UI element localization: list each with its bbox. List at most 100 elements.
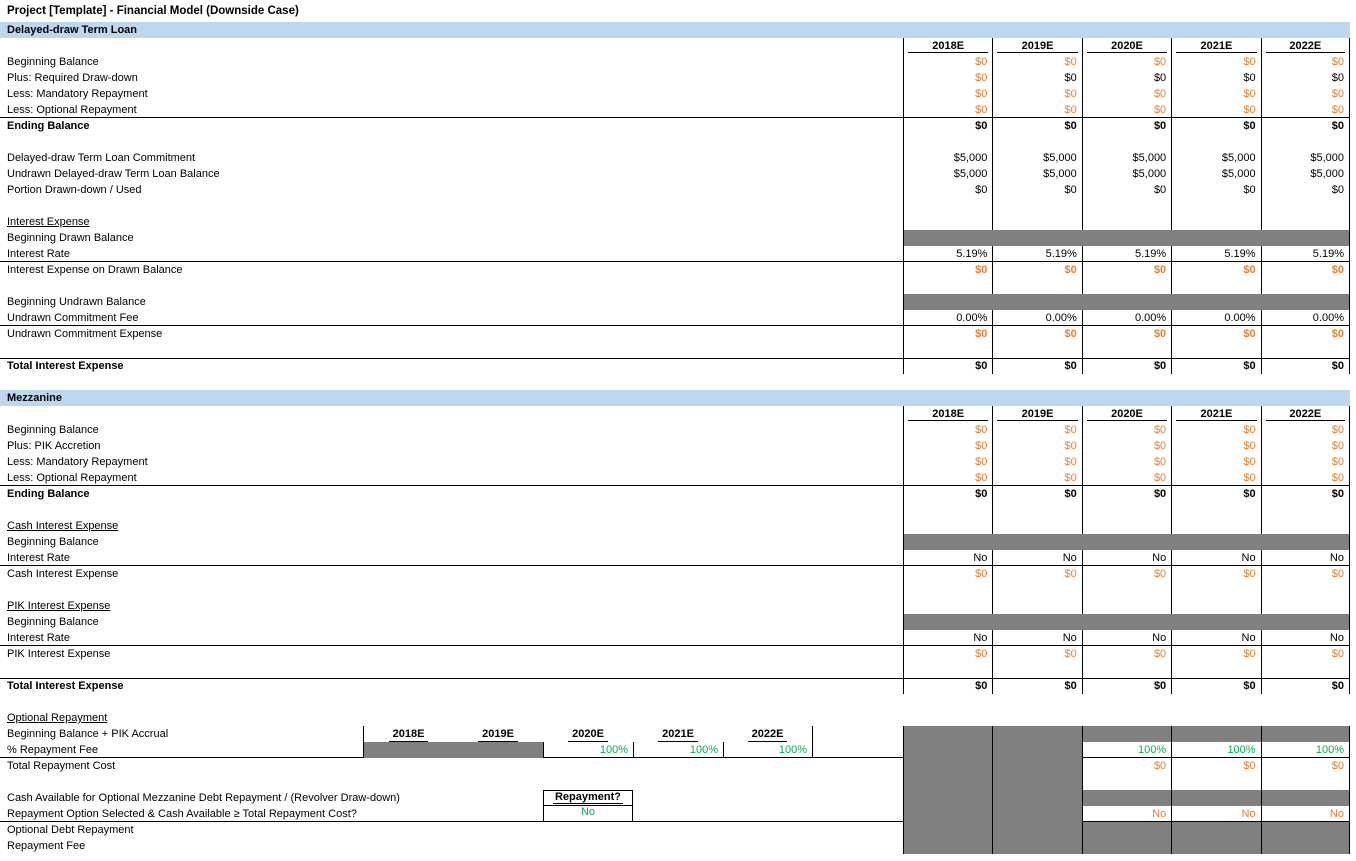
value-cell[interactable]: $0 — [1260, 470, 1350, 486]
value-cell[interactable]: $0 — [1171, 118, 1260, 134]
value-cell[interactable]: 100% — [633, 742, 723, 758]
value-cell[interactable]: $0 — [1081, 182, 1171, 198]
value-cell[interactable]: $0 — [1260, 70, 1350, 86]
value-cell[interactable]: $0 — [1171, 486, 1260, 502]
value-cell[interactable]: $0 — [1260, 438, 1350, 454]
value-cell[interactable]: No — [1171, 630, 1260, 646]
value-cell[interactable]: $5,000 — [1081, 166, 1171, 182]
value-cell[interactable]: $0 — [1171, 422, 1260, 438]
value-cell[interactable]: No — [1081, 806, 1171, 822]
value-cell[interactable]: $0 — [1171, 678, 1260, 694]
value-cell[interactable]: $0 — [903, 678, 992, 694]
value-cell[interactable]: $0 — [992, 54, 1081, 70]
value-cell[interactable]: 5.19% — [1081, 246, 1171, 262]
value-cell[interactable]: $0 — [1081, 566, 1171, 582]
value-cell[interactable]: $5,000 — [992, 166, 1081, 182]
value-cell[interactable]: $0 — [1081, 438, 1171, 454]
value-cell[interactable]: No — [1081, 550, 1171, 566]
value-cell[interactable]: $0 — [1081, 86, 1171, 102]
value-cell[interactable]: 5.19% — [1171, 246, 1260, 262]
value-cell[interactable]: $0 — [903, 438, 992, 454]
value-cell[interactable]: $5,000 — [1081, 150, 1171, 166]
value-cell[interactable]: $0 — [903, 326, 992, 342]
value-cell[interactable]: $5,000 — [903, 150, 992, 166]
value-cell[interactable]: $0 — [1171, 566, 1260, 582]
value-cell[interactable]: $0 — [992, 182, 1081, 198]
value-cell[interactable]: 100% — [1081, 742, 1171, 758]
value-cell[interactable]: $0 — [1081, 54, 1171, 70]
value-cell[interactable]: No — [1260, 550, 1350, 566]
value-cell[interactable]: $0 — [903, 422, 992, 438]
value-cell[interactable]: $0 — [1171, 326, 1260, 342]
value-cell[interactable]: $0 — [1171, 454, 1260, 470]
value-cell[interactable]: $0 — [1260, 118, 1350, 134]
value-cell[interactable]: $0 — [1081, 118, 1171, 134]
value-cell[interactable]: $0 — [1081, 486, 1171, 502]
value-cell[interactable]: $0 — [1081, 326, 1171, 342]
value-cell[interactable]: $0 — [903, 470, 992, 486]
value-cell[interactable]: $0 — [1260, 182, 1350, 198]
value-cell[interactable]: $0 — [992, 470, 1081, 486]
value-cell[interactable]: No — [1081, 630, 1171, 646]
value-cell[interactable]: $0 — [1081, 758, 1171, 774]
value-cell[interactable]: $0 — [1081, 102, 1171, 118]
value-cell[interactable]: No — [1171, 806, 1260, 822]
value-cell[interactable]: 5.19% — [1260, 246, 1350, 262]
value-cell[interactable]: $0 — [1081, 358, 1171, 374]
value-cell[interactable]: $0 — [1260, 422, 1350, 438]
value-cell[interactable]: No — [992, 550, 1081, 566]
value-cell[interactable]: $0 — [1260, 566, 1350, 582]
value-cell[interactable]: $0 — [1171, 102, 1260, 118]
value-cell[interactable]: $5,000 — [1171, 166, 1260, 182]
value-cell[interactable]: $0 — [992, 262, 1081, 278]
value-cell[interactable]: $0 — [992, 422, 1081, 438]
value-cell[interactable]: $0 — [1081, 70, 1171, 86]
value-cell[interactable]: 100% — [1171, 742, 1260, 758]
value-cell[interactable]: No — [903, 630, 992, 646]
value-cell[interactable]: $5,000 — [1260, 150, 1350, 166]
value-cell[interactable]: $5,000 — [903, 166, 992, 182]
value-cell[interactable]: $0 — [1260, 358, 1350, 374]
value-cell[interactable]: $0 — [1171, 358, 1260, 374]
value-cell[interactable]: $0 — [1260, 454, 1350, 470]
value-cell[interactable]: $0 — [903, 182, 992, 198]
value-cell[interactable]: 0.00% — [903, 310, 992, 326]
value-cell[interactable]: $0 — [903, 358, 992, 374]
value-cell[interactable]: $0 — [1260, 102, 1350, 118]
value-cell[interactable]: 100% — [1260, 742, 1350, 758]
value-cell[interactable]: No — [992, 630, 1081, 646]
value-cell[interactable]: $0 — [1260, 86, 1350, 102]
value-cell[interactable]: $0 — [903, 262, 992, 278]
value-cell[interactable]: 0.00% — [992, 310, 1081, 326]
value-cell[interactable]: $0 — [1171, 470, 1260, 486]
value-cell[interactable]: $0 — [903, 102, 992, 118]
value-cell[interactable]: 100% — [543, 742, 633, 758]
value-cell[interactable]: $0 — [1081, 646, 1171, 662]
value-cell[interactable]: $0 — [992, 358, 1081, 374]
value-cell[interactable]: $0 — [1171, 646, 1260, 662]
value-cell[interactable]: $0 — [1081, 262, 1171, 278]
value-cell[interactable]: $0 — [903, 54, 992, 70]
value-cell[interactable]: $0 — [1081, 470, 1171, 486]
value-cell[interactable]: $0 — [1260, 758, 1350, 774]
value-cell[interactable]: $0 — [992, 438, 1081, 454]
value-cell[interactable]: $0 — [1171, 182, 1260, 198]
value-cell[interactable]: $0 — [1171, 438, 1260, 454]
value-cell[interactable]: 0.00% — [1171, 310, 1260, 326]
value-cell[interactable]: $0 — [903, 566, 992, 582]
value-cell[interactable]: 0.00% — [1260, 310, 1350, 326]
value-cell[interactable]: 5.19% — [903, 246, 992, 262]
value-cell[interactable]: $0 — [992, 454, 1081, 470]
value-cell[interactable]: $0 — [903, 70, 992, 86]
value-cell[interactable]: 100% — [723, 742, 813, 758]
value-cell[interactable]: $0 — [992, 102, 1081, 118]
value-cell[interactable]: $0 — [1171, 86, 1260, 102]
value-cell[interactable]: $0 — [1171, 70, 1260, 86]
value-cell[interactable]: $0 — [1171, 262, 1260, 278]
value-cell[interactable]: $0 — [1081, 454, 1171, 470]
value-cell[interactable]: $5,000 — [992, 150, 1081, 166]
value-cell[interactable]: $0 — [992, 566, 1081, 582]
value-cell[interactable]: $0 — [992, 678, 1081, 694]
value-cell[interactable]: $0 — [992, 326, 1081, 342]
value-cell[interactable]: $0 — [903, 118, 992, 134]
